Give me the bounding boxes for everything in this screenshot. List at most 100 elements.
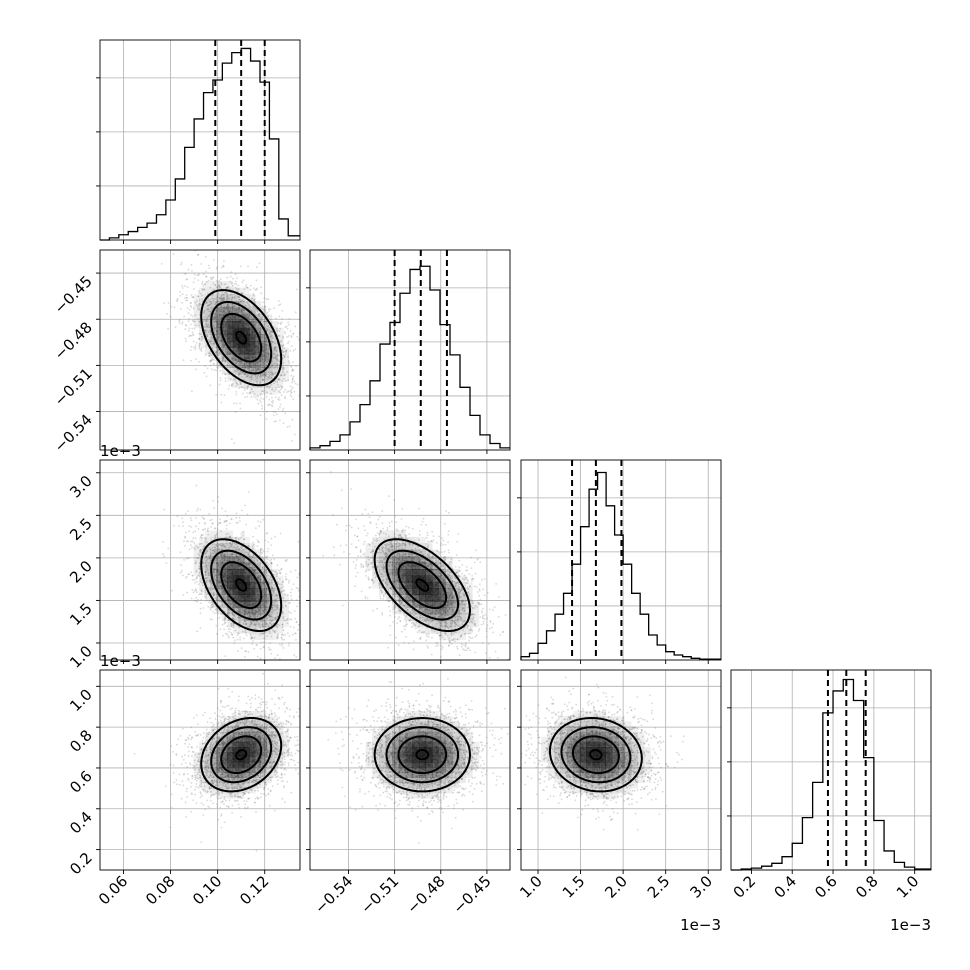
sample-point	[267, 564, 269, 567]
sample-point	[271, 587, 274, 589]
sample-point	[231, 384, 233, 387]
sample-point	[197, 553, 200, 555]
sample-point	[217, 585, 219, 588]
sample-point	[224, 536, 227, 539]
sample-point	[240, 547, 243, 549]
density-cell	[266, 374, 273, 382]
y-tick-label: −0.45	[51, 272, 96, 317]
sample-point	[198, 320, 201, 323]
sample-point	[225, 286, 228, 289]
sample-point	[215, 298, 217, 301]
sample-point	[281, 637, 283, 639]
sample-point	[214, 568, 217, 571]
sample-point	[207, 355, 210, 357]
sample-point	[215, 576, 218, 579]
sample-point	[252, 640, 255, 643]
sample-point	[244, 504, 246, 507]
sample-point	[238, 621, 241, 624]
sample-point	[219, 352, 221, 354]
sample-point	[252, 369, 255, 372]
sample-point	[178, 319, 181, 321]
sample-point	[242, 614, 245, 616]
density-cell	[260, 321, 267, 328]
sample-point	[215, 579, 217, 581]
sample-point	[184, 297, 186, 300]
sample-point	[226, 613, 229, 615]
sample-point	[232, 622, 235, 625]
sample-point	[235, 554, 238, 556]
sample-point	[204, 537, 207, 540]
sample-point	[227, 297, 230, 299]
sample-point	[252, 390, 254, 393]
sample-point	[245, 523, 248, 526]
sample-point	[222, 345, 225, 348]
sample-point	[241, 281, 244, 284]
sample-point	[234, 381, 237, 383]
sample-point	[247, 491, 250, 493]
density-cell	[266, 367, 273, 375]
sample-point	[200, 347, 203, 350]
density-cell	[260, 588, 267, 595]
sample-point	[222, 343, 224, 346]
density-cell	[210, 530, 217, 538]
sample-point	[210, 359, 213, 362]
sample-point	[298, 338, 300, 341]
sample-point	[295, 599, 298, 601]
sample-point	[274, 617, 277, 619]
sample-point	[260, 319, 263, 322]
sample-point	[207, 533, 210, 536]
sample-point	[215, 394, 218, 396]
sample-point	[231, 633, 233, 636]
sample-point	[262, 301, 264, 304]
sample-point	[240, 309, 243, 311]
sample-point	[277, 335, 280, 337]
sample-point	[267, 598, 269, 600]
sample-point	[268, 670, 270, 672]
sample-point	[261, 333, 264, 336]
sample-point	[220, 297, 222, 300]
sample-point	[200, 589, 203, 591]
sample-point	[253, 306, 256, 309]
sample-point	[264, 360, 266, 363]
sample-point	[219, 376, 222, 379]
sample-point	[288, 579, 290, 582]
density-cell	[244, 607, 250, 615]
density-cell	[260, 556, 267, 563]
sample-point	[319, 355, 321, 357]
sample-point	[230, 622, 232, 625]
sample-point	[273, 390, 275, 393]
sample-point	[228, 522, 231, 525]
sample-point	[205, 561, 207, 563]
sample-point	[266, 597, 269, 600]
sample-point	[255, 571, 258, 574]
sample-point	[301, 642, 303, 644]
sample-point	[195, 545, 198, 547]
sample-point	[284, 576, 287, 578]
sample-point	[225, 312, 227, 314]
sample-point	[253, 362, 256, 365]
sample-point	[269, 615, 271, 618]
sample-point	[253, 559, 255, 562]
sample-point	[259, 521, 262, 523]
sample-point	[244, 366, 247, 369]
sample-point	[229, 293, 232, 296]
sample-point	[253, 620, 255, 623]
sample-point	[243, 309, 245, 312]
sample-point	[235, 553, 237, 556]
sample-point	[238, 372, 241, 375]
sample-point	[187, 320, 190, 322]
density-cell	[244, 556, 250, 563]
sample-point	[201, 581, 204, 584]
sample-point	[205, 596, 208, 599]
sample-point	[279, 532, 282, 535]
sample-point	[210, 582, 213, 585]
sample-point	[262, 641, 265, 643]
sample-point	[248, 365, 250, 368]
sample-point	[181, 287, 184, 289]
sample-point	[190, 314, 192, 316]
sample-point	[288, 642, 291, 645]
sample-point	[184, 285, 186, 287]
sample-point	[271, 388, 273, 391]
sample-point	[276, 363, 279, 366]
sample-point	[242, 610, 245, 612]
